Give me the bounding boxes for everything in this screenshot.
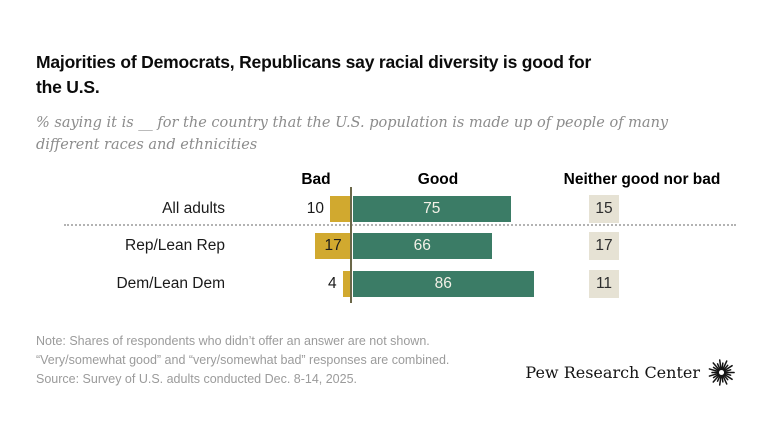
starburst-icon (708, 359, 735, 386)
category-label: Dem/Lean Dem (116, 275, 225, 292)
neither-box: 15 (589, 195, 619, 223)
column-header-bad: Bad (301, 171, 331, 188)
chart-row-dem: Dem/Lean Dem 4 86 11 (0, 270, 768, 298)
neither-box: 11 (589, 270, 619, 298)
bad-bar (330, 196, 351, 222)
bad-bar: 17 (315, 233, 351, 259)
chart-title-line2: the U.S. (36, 77, 100, 97)
good-value-label: 75 (423, 200, 441, 217)
category-label: Rep/Lean Rep (125, 237, 225, 254)
bad-value-label: 10 (306, 200, 324, 217)
chart-subtitle-line2: different races and ethnicities (36, 137, 258, 153)
chart-row-all-adults: All adults 10 75 15 (0, 195, 768, 223)
neither-value-label: 17 (595, 237, 613, 254)
chart-subtitle: % saying it is __ for the country that t… (36, 112, 668, 156)
footnote: Note: Shares of respondents who didn’t o… (36, 332, 449, 389)
bad-bar (342, 271, 351, 297)
chart-subtitle-line1: % saying it is __ for the country that t… (36, 115, 669, 131)
good-bar: 75 (353, 196, 511, 222)
category-label: All adults (162, 200, 225, 217)
separator-line (64, 224, 736, 226)
column-header-good: Good (417, 171, 459, 188)
good-value-label: 86 (434, 275, 452, 292)
good-bar: 66 (353, 233, 492, 259)
bad-value-label: 4 (327, 275, 337, 292)
good-value-label: 66 (413, 237, 431, 254)
chart-title: Majorities of Democrats, Republicans say… (36, 50, 591, 100)
neither-value-label: 11 (595, 275, 613, 292)
chart-row-rep: Rep/Lean Rep 17 66 17 (0, 232, 768, 260)
footnote-line2: “Very/somewhat good” and “very/somewhat … (36, 353, 450, 367)
good-bar: 86 (353, 271, 534, 297)
bad-value-label: 17 (324, 237, 342, 254)
chart-title-line1: Majorities of Democrats, Republicans say… (36, 52, 592, 72)
pew-logo-text: Pew Research Center (525, 363, 700, 382)
neither-box: 17 (589, 232, 619, 260)
pew-logo: Pew Research Center (525, 359, 735, 386)
footnote-line3: Source: Survey of U.S. adults conducted … (36, 372, 358, 386)
column-header-neither: Neither good nor bad (563, 171, 721, 188)
axis-line (350, 187, 352, 303)
neither-value-label: 15 (595, 200, 613, 217)
footnote-line1: Note: Shares of respondents who didn’t o… (36, 334, 430, 348)
